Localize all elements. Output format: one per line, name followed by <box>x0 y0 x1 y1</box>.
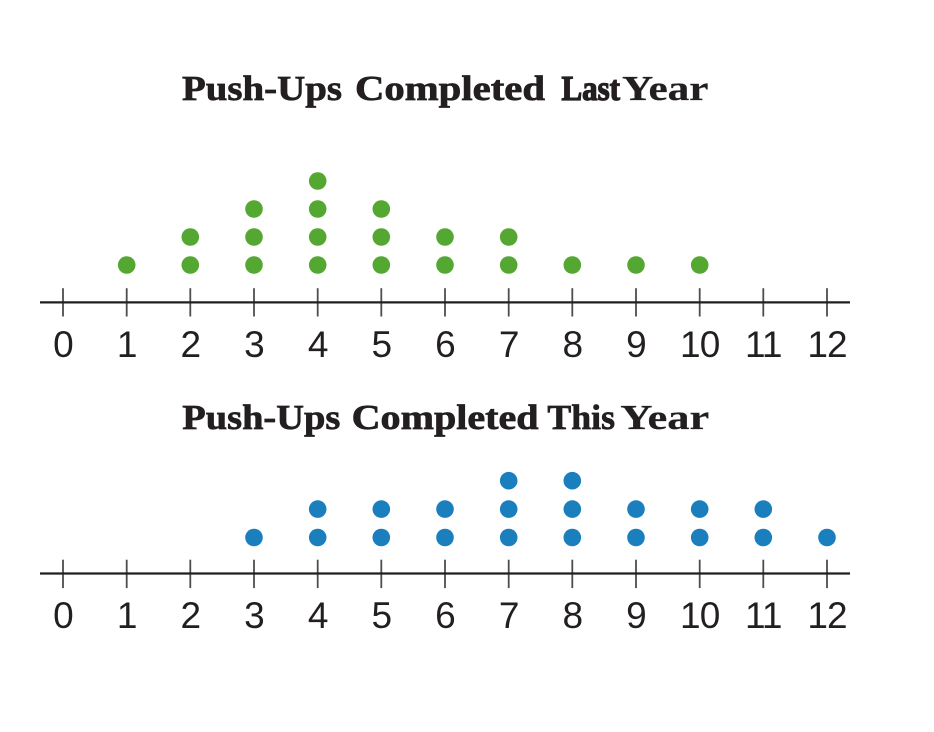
svg-text:Year: Year <box>620 398 709 437</box>
svg-text:10: 10 <box>680 324 720 365</box>
svg-text:8: 8 <box>562 595 582 636</box>
svg-text:6: 6 <box>435 324 455 365</box>
svg-text:12: 12 <box>807 595 846 636</box>
svg-text:3: 3 <box>244 324 264 365</box>
svg-text:Last: Last <box>562 69 621 108</box>
svg-text:Push-Ups: Push-Ups <box>182 398 340 437</box>
svg-text:5: 5 <box>371 595 391 636</box>
svg-text:3: 3 <box>244 595 264 636</box>
svg-text:Year: Year <box>622 69 709 108</box>
svg-text:0: 0 <box>53 324 73 365</box>
svg-text:10: 10 <box>680 595 720 636</box>
svg-text:9: 9 <box>626 595 646 636</box>
svg-text:0: 0 <box>53 595 73 636</box>
svg-text:11: 11 <box>745 595 782 636</box>
svg-text:11: 11 <box>745 324 782 365</box>
svg-text:2: 2 <box>180 324 200 365</box>
svg-text:2: 2 <box>180 595 200 636</box>
svg-text:7: 7 <box>499 595 519 636</box>
svg-text:1: 1 <box>117 324 137 365</box>
svg-text:8: 8 <box>562 324 582 365</box>
svg-text:6: 6 <box>435 595 455 636</box>
svg-text:4: 4 <box>308 595 328 636</box>
svg-text:7: 7 <box>499 324 519 365</box>
svg-text:4: 4 <box>308 324 328 365</box>
svg-text:Completed: Completed <box>352 398 539 437</box>
svg-text:This: This <box>547 398 615 437</box>
svg-text:Push-Ups: Push-Ups <box>182 69 342 108</box>
svg-text:5: 5 <box>371 324 391 365</box>
svg-text:1: 1 <box>117 595 137 636</box>
svg-text:9: 9 <box>626 324 646 365</box>
svg-text:12: 12 <box>807 324 846 365</box>
svg-text:Completed: Completed <box>355 69 545 108</box>
